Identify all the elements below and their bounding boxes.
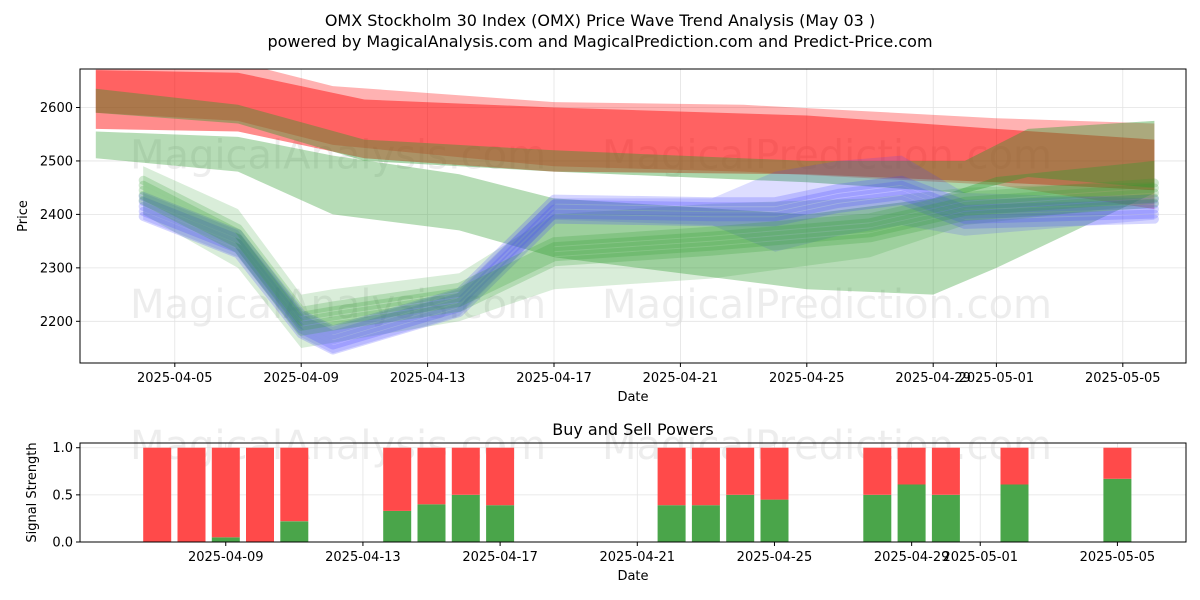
sell-power-bar [486,447,515,506]
y-axis-label: Signal Strength [25,442,40,542]
buy-power-bar [280,521,309,542]
x-tick-label: 2025-04-13 [325,550,401,565]
chart-subtitle: powered by MagicalAnalysis.com and Magic… [267,32,932,51]
blue-trend-band [143,155,1155,354]
chart-title: OMX Stockholm 30 Index (OMX) Price Wave … [325,11,875,30]
x-tick-label: 2025-04-09 [263,371,339,386]
y-tick-label: 2600 [40,101,73,116]
blue-wave-line [138,175,1159,335]
red-trend-band [95,69,1155,210]
sell-power-bar [863,447,892,495]
signal-panel: MagicalAnalysis.com MagicalPrediction.com… [25,420,1187,584]
green-wave-line [138,180,1159,321]
x-tick-label: 2025-05-05 [1080,550,1156,565]
x-tick-label: 2025-04-29 [874,550,950,565]
x-tick-label: 2025-04-13 [390,371,466,386]
buy-power-bar [726,494,755,542]
buy-power-bar [1103,478,1132,542]
watermark-text: MagicalAnalysis.com [130,282,546,328]
price-grid [80,69,1186,363]
y-tick-label: 2400 [40,208,73,223]
sell-power-bar [931,447,960,495]
x-axis-label: Date [617,390,648,405]
y-tick-label: 0.0 [52,536,73,551]
sell-power-bar [246,447,274,542]
blue-wave-line [138,180,1159,340]
green-wave-line [138,195,1159,336]
blue-wave-line [138,185,1159,345]
green-trend-band [143,166,1155,348]
sell-power-bar [691,447,720,506]
signal-axes-frame [79,442,1187,543]
price-axes-frame [79,68,1187,364]
watermark-group: MagicalAnalysis.com MagicalPrediction.com… [130,132,1052,328]
sell-power-bar [280,447,309,522]
x-tick-label: 2025-04-29 [895,371,971,386]
x-tick-label: 2025-04-25 [737,550,813,565]
sell-power-bar [1000,447,1029,485]
y-tick-label: 2200 [40,315,73,330]
signal-panel-title: Buy and Sell Powers [552,420,714,439]
red-trend-band [95,70,1155,191]
buy-power-bar [451,494,480,542]
sell-power-bar [417,447,446,505]
sell-power-bar [451,447,480,495]
sell-power-bar [177,447,206,542]
y-tick-label: 0.5 [52,488,73,503]
x-tick-label: 2025-04-25 [769,371,845,386]
y-tick-label: 2300 [40,261,73,276]
watermark-text: MagicalPrediction.com [602,132,1052,178]
watermark-text: MagicalPrediction.com [602,282,1052,328]
sell-power-bar [383,447,412,511]
watermark-text: MagicalAnalysis.com [130,132,546,178]
buy-power-bar [897,484,926,542]
green-wave-line [138,175,1159,316]
sell-power-bar [760,447,789,500]
sell-power-bar [211,447,240,538]
buy-power-bar [691,505,720,542]
buy-power-bar [211,537,240,542]
x-tick-label: 2025-04-21 [600,550,676,565]
sell-power-bar [657,447,686,506]
buy-power-bar [760,499,789,542]
blue-wave-line [138,195,1159,355]
buy-power-bar [1000,484,1029,542]
y-axis-label: Price [16,200,31,232]
price-panel: MagicalAnalysis.com MagicalPrediction.com… [16,68,1187,405]
x-tick-label: 2025-05-01 [959,371,1035,386]
green-trend-band [95,88,1155,193]
buy-power-bar [657,505,686,542]
buy-power-bar [417,504,446,542]
x-tick-label: 2025-04-05 [137,371,213,386]
green-wave-line [138,185,1159,326]
sell-power-bar [143,447,172,542]
y-tick-label: 1.0 [52,441,73,456]
green-trend-band [95,131,1155,295]
buy-power-bar [931,494,960,542]
x-tick-label: 2025-05-05 [1085,371,1161,386]
x-axis-label: Date [617,569,648,584]
signal-plot-area [143,447,1132,542]
sell-power-bar [1103,447,1132,479]
blue-wave-line [138,190,1159,350]
x-tick-label: 2025-04-17 [462,550,538,565]
y-tick-label: 2500 [40,154,73,169]
price-plot-area [95,69,1159,355]
sell-power-bar [726,447,755,495]
buy-power-bar [383,510,412,542]
sell-power-bar [897,447,926,485]
buy-power-bar [486,505,515,542]
x-tick-label: 2025-04-17 [516,371,592,386]
x-tick-label: 2025-04-09 [188,550,264,565]
x-tick-label: 2025-04-21 [643,371,719,386]
buy-power-bar [863,494,892,542]
x-tick-label: 2025-05-01 [942,550,1018,565]
green-wave-line [138,190,1159,331]
